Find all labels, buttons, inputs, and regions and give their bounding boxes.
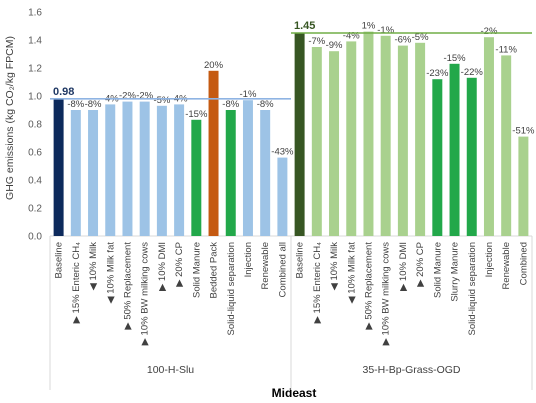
bar: [277, 157, 288, 236]
data-label: -5%: [153, 95, 170, 106]
bar: [397, 45, 408, 236]
category-label: Solid Manure: [191, 242, 202, 298]
category-label: ▶ 10% DMI: [157, 242, 168, 291]
data-label: -8%: [85, 99, 102, 110]
bar: [483, 37, 494, 237]
group-label: 100-H-Slu: [147, 364, 194, 376]
bar: [208, 70, 219, 236]
category-label: Bedded Pack: [209, 242, 220, 299]
category-label: ▶ 10% BW milking cows: [381, 242, 392, 346]
bar: [415, 42, 426, 236]
bar: [294, 33, 305, 236]
y-tick-label: 0.0: [28, 232, 42, 243]
bar: [53, 98, 64, 236]
data-label: -5%: [412, 32, 429, 43]
category-label: Renewable: [501, 242, 512, 290]
bar: [242, 100, 253, 236]
y-tick-label: 0.2: [28, 204, 42, 215]
data-label: -15%: [185, 109, 208, 120]
category-label: ▶ 50% Replacement: [122, 242, 133, 330]
reference-value-label: 0.98: [53, 86, 74, 98]
data-label: -51%: [512, 126, 535, 137]
bar: [311, 47, 322, 236]
data-label: -8%: [222, 99, 239, 110]
category-label: Solid-liquid separation: [467, 242, 478, 335]
reference-value-label: 1.45: [294, 20, 315, 32]
data-label: -2%: [481, 26, 498, 37]
bar: [329, 51, 340, 237]
data-label: -2%: [119, 91, 136, 102]
y-tick-label: 1.6: [28, 8, 42, 19]
bar: [260, 110, 271, 236]
bar: [501, 55, 512, 237]
data-label: -4%: [343, 30, 360, 41]
bar: [518, 136, 529, 236]
y-tick-label: 0.8: [28, 120, 42, 131]
category-label: ◀ 10% Milk fat: [346, 242, 357, 304]
data-label: 20%: [204, 60, 224, 71]
data-label: -2%: [136, 91, 153, 102]
bar: [225, 110, 236, 236]
category-label: Injection: [484, 242, 495, 277]
data-label: -1%: [240, 89, 257, 100]
bar: [466, 77, 477, 236]
category-label: ▶ 20% CP: [174, 242, 185, 287]
bar: [122, 101, 133, 236]
data-label: -8%: [257, 99, 274, 110]
category-label: ◀ 10% Milk: [329, 242, 340, 291]
plot-area: 0.0 0.2 0.4 0.6 0.8 1.0 1.2 1.4 1.6 Baseline -8% ▶ …: [28, 8, 535, 390]
y-axis-title: GHG emissions (kg CO₂/kg FPCM): [4, 36, 16, 200]
y-tick-label: 0.4: [28, 176, 42, 187]
data-label: -6%: [394, 35, 411, 46]
category-label: ◀ 10% Milk: [88, 242, 99, 291]
bar: [449, 63, 460, 236]
y-tick-label: 1.0: [28, 92, 42, 103]
group-label: 35-H-Bp-Grass-OGD: [362, 364, 460, 376]
data-label: -43%: [271, 147, 294, 158]
category-label: ◀ 10% Milk fat: [105, 242, 116, 304]
category-label: ▶ 50% Replacement: [363, 242, 374, 330]
category-label: ▶ 20% CP: [415, 242, 426, 287]
category-label: ▶ 15% Enteric CH₄: [312, 242, 323, 324]
bar: [70, 110, 81, 236]
data-label: -7%: [308, 36, 325, 47]
category-label: ▶ 10% BW milking cows: [140, 242, 151, 346]
category-label: Renewable: [260, 242, 271, 290]
category-label: Baseline: [295, 242, 306, 278]
data-label: -22%: [461, 67, 484, 78]
bar: [346, 41, 357, 237]
category-label: Combined: [518, 242, 529, 285]
category-label: ▶ 15% Enteric CH₄: [71, 242, 82, 324]
bar: [363, 31, 374, 236]
category-label: Combined all: [277, 242, 288, 297]
category-label: Baseline: [54, 242, 65, 278]
data-label: 1%: [362, 21, 376, 32]
bar: [105, 104, 116, 237]
x-axis-title: Mideast: [272, 386, 317, 400]
y-tick-label: 1.4: [28, 36, 42, 47]
bar: [380, 35, 391, 236]
y-tick-label: 0.6: [28, 148, 42, 159]
bar: [432, 79, 443, 236]
data-label: -15%: [443, 53, 466, 64]
data-label: -11%: [495, 44, 517, 55]
data-label: -1%: [377, 25, 394, 36]
bar: [156, 105, 167, 236]
data-label: -23%: [426, 68, 449, 79]
bar: [88, 110, 99, 236]
data-label: -9%: [326, 40, 343, 51]
bar: [139, 101, 150, 236]
bar: [174, 104, 185, 237]
category-label: Solid-liquid separation: [226, 242, 237, 335]
bar: [191, 119, 202, 236]
category-label: Injection: [243, 242, 254, 277]
data-label: -8%: [67, 99, 84, 110]
y-tick-label: 1.2: [28, 64, 42, 75]
category-label: ▶ 10% DMI: [398, 242, 409, 291]
category-label: Slurry Manure: [450, 242, 461, 302]
category-label: Solid Manure: [432, 242, 443, 298]
